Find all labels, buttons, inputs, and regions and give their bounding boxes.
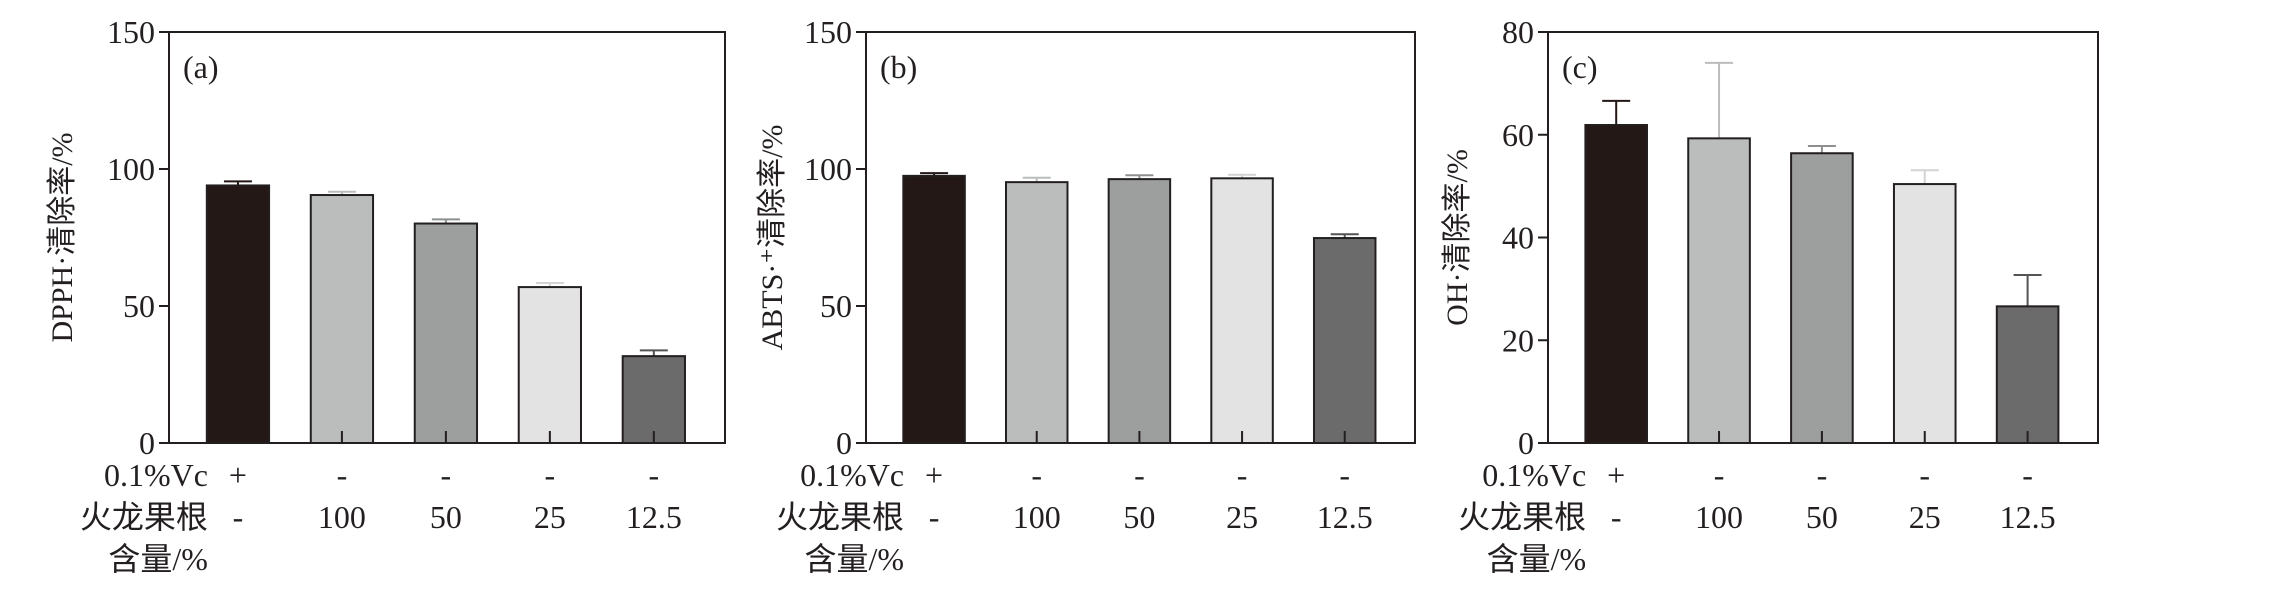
vc-row-value: + xyxy=(1607,457,1625,493)
y-tick-label: 50 xyxy=(123,288,155,324)
panel-label: (c) xyxy=(1562,49,1598,85)
vc-row-value: - xyxy=(2022,457,2033,493)
root-row-value: 50 xyxy=(1123,499,1155,535)
y-tick-label: 150 xyxy=(804,14,852,50)
y-tick-label: 20 xyxy=(1502,322,1534,358)
root-row-value: 50 xyxy=(430,499,462,535)
vc-row-value: - xyxy=(1237,457,1248,493)
root-row-label-unit: 含量/% xyxy=(805,541,905,577)
bar xyxy=(1312,237,1377,444)
vc-row-label: 0.1%Vc xyxy=(104,457,208,493)
vc-row-value: - xyxy=(1134,457,1145,493)
root-row-value: 50 xyxy=(1806,499,1838,535)
plot-frame xyxy=(168,31,726,444)
vc-row-value: - xyxy=(441,457,452,493)
vc-row-value: - xyxy=(1714,457,1725,493)
root-row-value: - xyxy=(1611,499,1622,535)
vc-row-value: - xyxy=(337,457,348,493)
bar xyxy=(205,184,271,444)
y-tick-label: 80 xyxy=(1502,14,1534,50)
vc-row-label: 0.1%Vc xyxy=(800,457,904,493)
y-tick-label: 0 xyxy=(836,425,852,461)
root-row-value: 12.5 xyxy=(2000,499,2056,535)
vc-row-value: - xyxy=(1031,457,1042,493)
y-tick-label: 40 xyxy=(1502,220,1534,256)
bar xyxy=(309,194,375,444)
vc-row-value: + xyxy=(925,457,943,493)
bar xyxy=(902,174,966,444)
y-axis-label: DPPH·清除率/% xyxy=(46,132,79,342)
bar xyxy=(1892,183,1957,444)
bar xyxy=(517,286,582,444)
panel-label: (a) xyxy=(183,49,219,85)
bar xyxy=(1790,152,1854,444)
vc-row-value: - xyxy=(1817,457,1828,493)
root-row-value: 100 xyxy=(1695,499,1743,535)
root-row-label-unit: 含量/% xyxy=(1487,541,1587,577)
bar xyxy=(1687,137,1751,444)
y-tick-label: 0 xyxy=(1518,425,1534,461)
y-tick-label: 0 xyxy=(139,425,155,461)
root-row-value: - xyxy=(233,499,244,535)
root-row-value: 25 xyxy=(1226,499,1258,535)
vc-row-value: - xyxy=(545,457,556,493)
root-row-value: 12.5 xyxy=(1317,499,1373,535)
root-row-label: 火龙果根 xyxy=(776,499,904,535)
y-tick-label: 50 xyxy=(820,288,852,324)
vc-row-value: - xyxy=(1339,457,1350,493)
vc-row-value: + xyxy=(229,457,247,493)
bar xyxy=(1995,305,2060,444)
bar xyxy=(621,355,686,444)
bar xyxy=(1107,178,1172,444)
y-tick-label: 100 xyxy=(804,151,852,187)
root-row-label: 火龙果根 xyxy=(1458,499,1586,535)
root-row-value: 100 xyxy=(318,499,366,535)
vc-row-value: - xyxy=(1919,457,1930,493)
y-axis-label: OH·清除率/% xyxy=(1441,149,1474,326)
y-tick-label: 150 xyxy=(107,14,155,50)
bar xyxy=(413,222,479,444)
y-tick-label: 100 xyxy=(107,151,155,187)
panel-label: (b) xyxy=(880,49,917,85)
bar xyxy=(1584,123,1649,445)
vc-row-label: 0.1%Vc xyxy=(1482,457,1586,493)
bar xyxy=(1004,181,1069,444)
root-row-label-unit: 含量/% xyxy=(108,541,208,577)
root-row-value: 25 xyxy=(534,499,566,535)
chart-panel-a: 0 50 100 150 DPPH·清除率/% + - - 100 - 50 - 25 - 12.5 (a) 0… xyxy=(46,14,726,577)
root-row-value: - xyxy=(929,499,940,535)
root-row-value: 25 xyxy=(1909,499,1941,535)
y-axis-label: ABTS·⁺清除率/% xyxy=(756,125,789,351)
chart-panel-b: 0 50 100 150 ABTS·⁺清除率/% + - - 100 - 50 - 25 - 12.5 (b)… xyxy=(756,14,1416,577)
y-tick-label: 60 xyxy=(1502,117,1534,153)
plot-frame xyxy=(1547,31,2099,444)
bar xyxy=(1210,177,1274,444)
root-row-value: 12.5 xyxy=(626,499,682,535)
root-row-label: 火龙果根 xyxy=(80,499,208,535)
chart-panel-c: 0 20 40 60 80 OH·清除率/% + - - 100 - 50 - 25 - 12.5 (c) 0.1… xyxy=(1441,14,2099,577)
plot-frame xyxy=(865,31,1416,444)
root-row-value: 100 xyxy=(1013,499,1061,535)
vc-row-value: - xyxy=(649,457,660,493)
